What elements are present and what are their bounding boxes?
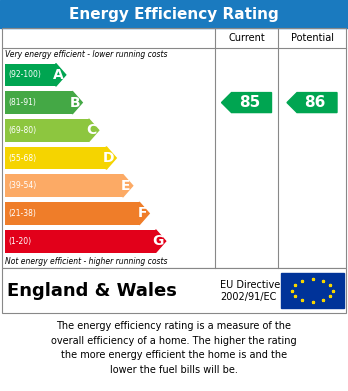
- Text: EU Directive: EU Directive: [220, 280, 280, 290]
- Text: (92-100): (92-100): [8, 70, 41, 79]
- Text: Energy Efficiency Rating: Energy Efficiency Rating: [69, 7, 279, 22]
- Polygon shape: [72, 91, 82, 114]
- Polygon shape: [287, 93, 337, 113]
- Text: (39-54): (39-54): [8, 181, 36, 190]
- Polygon shape: [89, 119, 99, 142]
- Bar: [2, 268, 346, 313]
- Bar: [5, 230, 156, 253]
- Polygon shape: [156, 230, 166, 253]
- Bar: [281, 273, 344, 308]
- Bar: [5, 147, 106, 169]
- Text: Current: Current: [228, 33, 265, 43]
- Polygon shape: [56, 63, 66, 86]
- Bar: [5, 174, 123, 197]
- Text: 86: 86: [304, 95, 326, 110]
- Text: (1-20): (1-20): [8, 237, 31, 246]
- Text: Very energy efficient - lower running costs: Very energy efficient - lower running co…: [5, 50, 167, 59]
- Polygon shape: [106, 147, 116, 169]
- Text: F: F: [138, 206, 147, 221]
- Text: A: A: [53, 68, 64, 82]
- Polygon shape: [221, 93, 271, 113]
- Text: B: B: [70, 95, 80, 109]
- Polygon shape: [123, 174, 133, 197]
- Text: (69-80): (69-80): [8, 126, 36, 135]
- Text: Not energy efficient - higher running costs: Not energy efficient - higher running co…: [5, 257, 167, 266]
- Bar: [2, 28, 346, 268]
- Text: C: C: [87, 123, 97, 137]
- Text: England & Wales: England & Wales: [7, 282, 177, 300]
- Bar: [5, 63, 56, 86]
- Text: 2002/91/EC: 2002/91/EC: [220, 292, 276, 302]
- Text: (21-38): (21-38): [8, 209, 36, 218]
- Bar: [5, 119, 89, 142]
- Text: The energy efficiency rating is a measure of the
overall efficiency of a home. T: The energy efficiency rating is a measur…: [51, 321, 297, 375]
- Text: 85: 85: [239, 95, 260, 110]
- Bar: [0, 0, 348, 28]
- Bar: [5, 202, 139, 225]
- Bar: [5, 91, 72, 114]
- Text: G: G: [152, 234, 164, 248]
- Text: (55-68): (55-68): [8, 154, 36, 163]
- Text: Potential: Potential: [291, 33, 333, 43]
- Text: E: E: [121, 179, 131, 193]
- Text: (81-91): (81-91): [8, 98, 36, 107]
- Polygon shape: [139, 202, 149, 225]
- Text: D: D: [103, 151, 114, 165]
